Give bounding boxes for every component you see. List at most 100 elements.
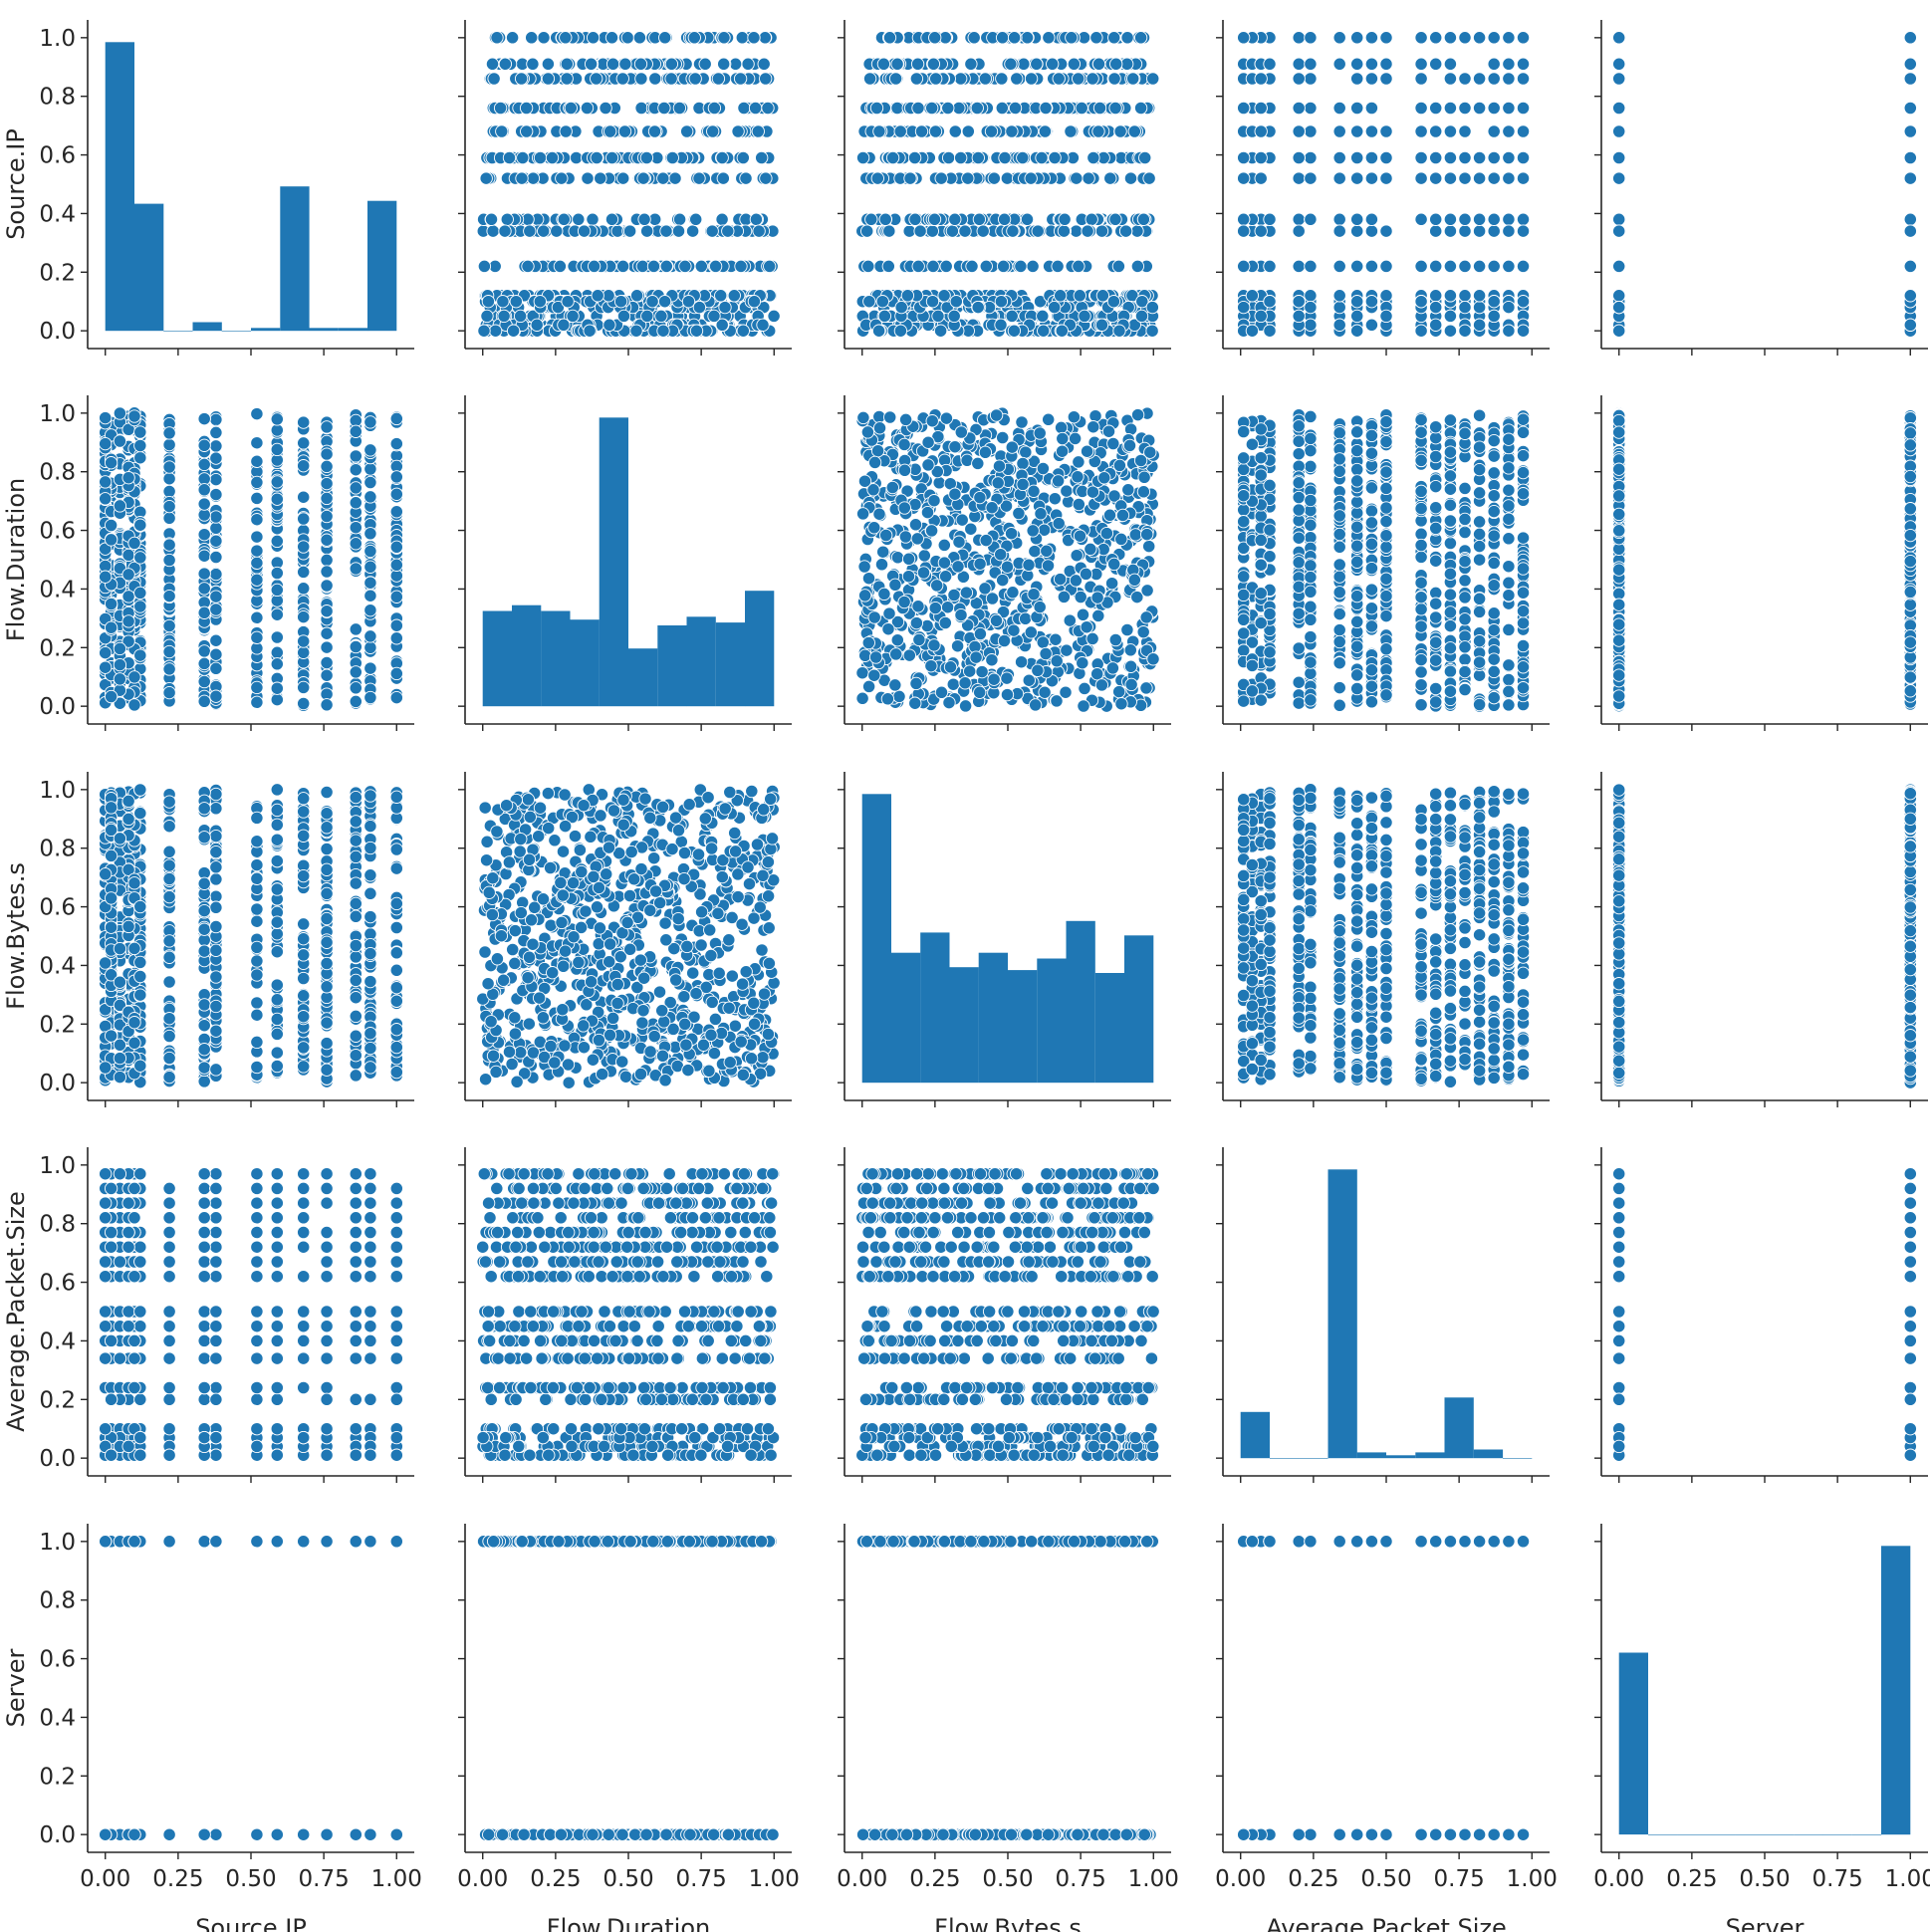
scatter-point (972, 212, 987, 226)
scatter-point (1364, 124, 1379, 138)
scatter-point (1091, 608, 1105, 623)
scatter-point (1130, 407, 1145, 422)
scatter-point (1237, 224, 1251, 238)
y-tick-label: 0.8 (39, 460, 76, 486)
scatter-point (1000, 171, 1015, 185)
scatter-point (911, 259, 925, 274)
scatter-point (1443, 101, 1458, 116)
scatter-point (978, 445, 993, 459)
scatter-point (297, 415, 311, 429)
scatter-point (1304, 289, 1318, 303)
scatter-point (1364, 171, 1379, 185)
scatter-point (1254, 101, 1268, 116)
scatter-point (1443, 289, 1458, 303)
scatter-point (270, 423, 284, 437)
scatter-point (985, 653, 999, 667)
scatter-point (1379, 124, 1393, 138)
scatter-point (1263, 57, 1277, 71)
scatter-point (113, 657, 127, 672)
scatter-point (1053, 572, 1068, 587)
scatter-point (1429, 300, 1443, 315)
scatter-point (995, 31, 1010, 45)
scatter-point (1502, 259, 1516, 274)
scatter-point (1106, 436, 1120, 451)
scatter-point (1112, 684, 1126, 699)
scatter-point (657, 295, 672, 309)
scatter-point (955, 513, 969, 527)
histogram-bar (163, 331, 193, 332)
scatter-point (1472, 171, 1487, 185)
y-tick-label: 0.6 (39, 519, 76, 545)
scatter-point (591, 289, 604, 303)
panel-flow-duration-vs-source-ip: 0.00.20.40.60.81.0 (39, 395, 414, 731)
scatter-point (270, 412, 284, 426)
scatter-point (1364, 212, 1379, 226)
scatter-point (363, 604, 377, 617)
scatter-point (861, 259, 875, 274)
scatter-point (1108, 212, 1122, 226)
scatter-point (389, 590, 403, 604)
scatter-point (752, 224, 766, 238)
scatter-point (1089, 31, 1103, 45)
scatter-point (1903, 171, 1917, 185)
scatter-point (963, 664, 977, 678)
scatter-point (1487, 150, 1501, 165)
scatter-point (932, 476, 946, 490)
scatter-point (717, 31, 731, 45)
scatter-point (875, 295, 889, 309)
scatter-point (757, 57, 771, 71)
scatter-point (320, 626, 334, 640)
scatter-point (708, 259, 723, 274)
scatter-point (1332, 259, 1346, 274)
scatter-point (1332, 101, 1346, 116)
scatter-point (1049, 632, 1063, 646)
scatter-point (1263, 259, 1277, 274)
scatter-point (1458, 289, 1472, 303)
scatter-point (952, 101, 966, 116)
scatter-point (250, 530, 264, 544)
scatter-point (925, 101, 939, 116)
scatter-point (897, 437, 911, 452)
scatter-point (924, 659, 938, 673)
scatter-point (1072, 72, 1086, 86)
scatter-point (1245, 324, 1260, 338)
histogram-bar (221, 331, 251, 332)
scatter-point (1516, 259, 1531, 274)
scatter-point (893, 324, 908, 338)
scatter-point (767, 309, 781, 324)
scatter-point (1502, 224, 1516, 238)
scatter-point (127, 698, 141, 712)
scatter-point (751, 124, 765, 138)
scatter-point (971, 150, 985, 165)
scatter-point (363, 475, 377, 490)
scatter-point (1146, 72, 1160, 86)
scatter-point (1108, 101, 1122, 116)
scatter-point (99, 645, 113, 660)
scatter-point (1056, 431, 1070, 446)
scatter-point (349, 537, 362, 551)
scatter-point (640, 309, 654, 324)
scatter-point (1016, 456, 1030, 471)
scatter-point (1458, 300, 1472, 315)
scatter-point (727, 289, 741, 303)
scatter-point (877, 587, 891, 602)
scatter-point (590, 150, 603, 165)
scatter-point (561, 295, 575, 309)
scatter-point (1472, 289, 1487, 303)
panel-source-ip-vs-source-ip: 0.00.20.40.60.81.0 (39, 20, 414, 356)
scatter-point (250, 573, 264, 587)
scatter-point (1106, 295, 1121, 309)
scatter-point (877, 309, 892, 324)
scatter-point (1091, 124, 1105, 138)
scatter-point (939, 259, 953, 274)
scatter-point (1903, 72, 1917, 86)
scatter-point (659, 259, 673, 274)
scatter-point (1364, 57, 1379, 71)
scatter-point (681, 295, 696, 309)
scatter-point (1502, 150, 1516, 165)
scatter-point (1051, 474, 1066, 488)
scatter-point (635, 259, 649, 274)
scatter-point (1458, 259, 1472, 274)
scatter-point (925, 224, 939, 238)
scatter-point (1010, 72, 1024, 86)
